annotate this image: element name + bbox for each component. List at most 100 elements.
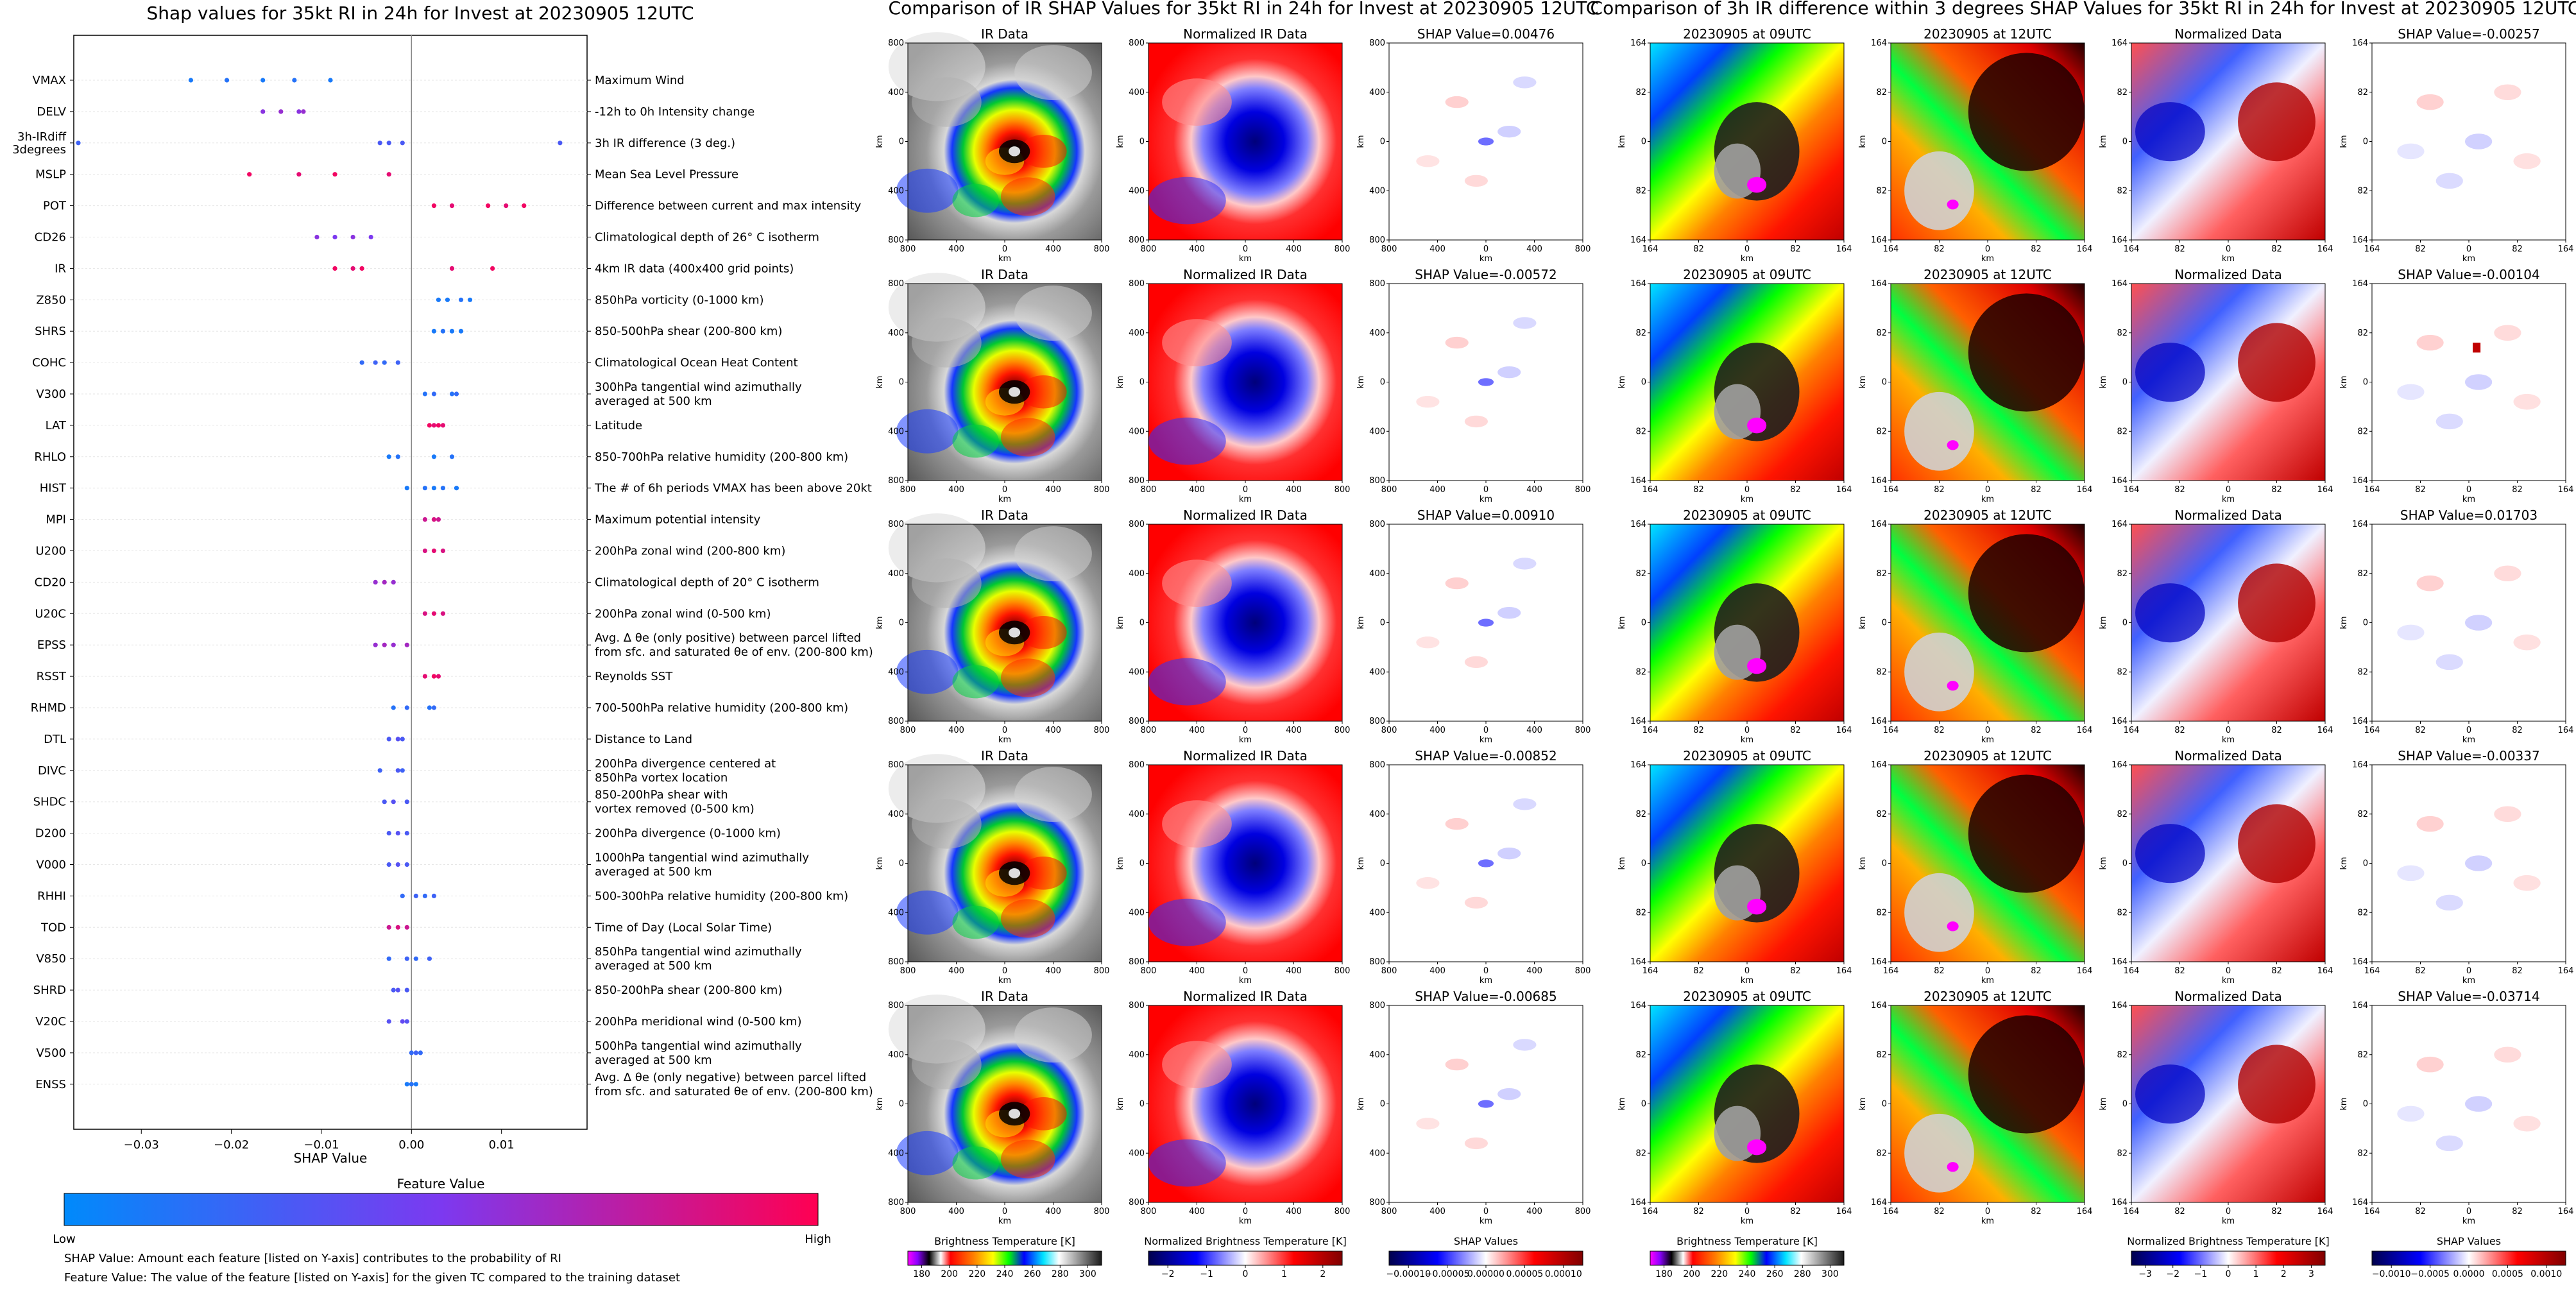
data-point [332,266,337,271]
x-tick-label: 82 [2031,966,2042,976]
shap-speck [2494,1046,2521,1063]
data-point [422,517,427,522]
data-point [440,548,446,554]
y-tick-label: 400 [1369,88,1385,98]
data-point [449,454,455,459]
x-tick-label: 400 [948,244,964,254]
data-point [224,78,230,83]
cloud-blob [912,1039,982,1089]
gray-cloud [1904,151,1974,230]
feature-desc: 200hPa zonal wind (0-500 km) [595,607,771,620]
panel-title: Normalized IR Data [1183,508,1308,523]
cloud-blob [1000,1140,1055,1179]
y-axis-label: km [1356,1097,1366,1110]
cloud-blob [952,665,999,699]
y-tick-label: 82 [1876,810,1887,819]
data-point [391,579,396,585]
shap-speck [1464,175,1488,187]
panel-title: SHAP Value=-0.00685 [1415,989,1557,1004]
shap-hotspot [2473,343,2481,353]
shap-speck [1445,96,1469,108]
y-tick-label: 0 [1380,619,1385,628]
x-tick-label: 164 [2364,485,2380,495]
data-point [436,297,441,302]
y-axis-label: km [875,375,885,388]
y-axis-label: km [1858,1097,1868,1110]
y-axis-label: km [1116,1097,1125,1110]
x-axis-label: km [1981,495,1994,504]
x-tick-label: −0.02 [214,1138,249,1152]
feature-desc: 1000hPa tangential wind azimuthally [595,851,809,865]
x-axis-label: km [2462,495,2475,504]
feature-abbr: U200 [35,545,66,558]
feature-abbr: 3degrees [12,143,66,157]
y-tick-label: 164 [2352,38,2368,48]
x-axis-label: km [998,1216,1011,1226]
x-tick-label: 800 [900,966,916,976]
x-tick-label: 82 [2512,485,2523,495]
y-tick-label: 164 [1630,760,1646,770]
x-tick-label: 164 [2317,244,2333,254]
x-tick-label: 400 [948,966,964,976]
shap-speck [1513,317,1537,329]
panel-title: Normalized IR Data [1183,989,1308,1004]
y-tick-label: 82 [2357,908,2368,918]
dark-cloud [1968,293,2085,412]
x-tick-label: 164 [1836,244,1852,254]
cloud-blob [1020,1097,1067,1131]
x-tick-label: 0 [1243,1207,1248,1216]
data-point [391,987,396,993]
colorbar [2131,1251,2326,1266]
shap-speck [2435,894,2463,911]
y-tick-label: 164 [1630,235,1646,245]
beeswarm-title: Shap values for 35kt RI in 24h for Inves… [146,3,694,24]
y-tick-label: 0 [2363,859,2368,869]
x-tick-label: 0 [2466,1207,2471,1216]
footnote-feature: Feature Value: The value of the feature … [64,1271,680,1285]
x-tick-label: 164 [1836,1207,1852,1216]
data-point [386,172,391,177]
panel-title: Normalized Data [2174,267,2282,282]
x-tick-label: 800 [1335,485,1351,495]
data-point [413,1050,418,1055]
x-tick-label: 800 [1335,966,1351,976]
x-tick-label: 82 [1693,244,1704,254]
data-point [490,266,495,271]
x-tick-label: 0 [1483,726,1488,735]
x-tick-label: 800 [1335,1207,1351,1216]
colorbar-tick-label: 220 [968,1269,985,1279]
y-axis-label: km [875,616,885,629]
y-tick-label: 82 [1635,1148,1646,1158]
data-point [260,78,266,83]
data-point [431,548,437,554]
data-point [422,548,427,554]
x-tick-label: 82 [2512,1207,2523,1216]
x-tick-label: 82 [1693,1207,1704,1216]
shap-speck [2513,153,2541,169]
x-tick-label: 164 [2124,966,2140,976]
x-tick-label: 82 [2512,244,2523,254]
cloud-blob [912,558,982,608]
ir-comparison-grid: Comparison of IR SHAP Values for 35kt RI… [875,0,1598,1279]
cloud-blob [1000,177,1055,216]
y-tick-label: 164 [1630,476,1646,486]
feature-abbr: 3h-IRdiff [17,130,67,144]
x-tick-label: 164 [1883,485,1899,495]
feature-abbr: RSST [37,670,67,683]
x-tick-label: 0 [1985,966,1990,976]
x-tick-label: 800 [1141,244,1157,254]
data-point [395,925,400,930]
feature-abbr: CD26 [35,231,66,244]
ir-colorbars: Brightness Temperature [K] 180 200 220 240 26… [907,1235,1583,1279]
feature-abbr: HIST [40,482,67,495]
shap-speck [2494,806,2521,823]
colorbar-tick-label: 0.0005 [2492,1269,2523,1279]
x-tick-label: 164 [2317,485,2333,495]
norm-blob [1162,1041,1232,1088]
